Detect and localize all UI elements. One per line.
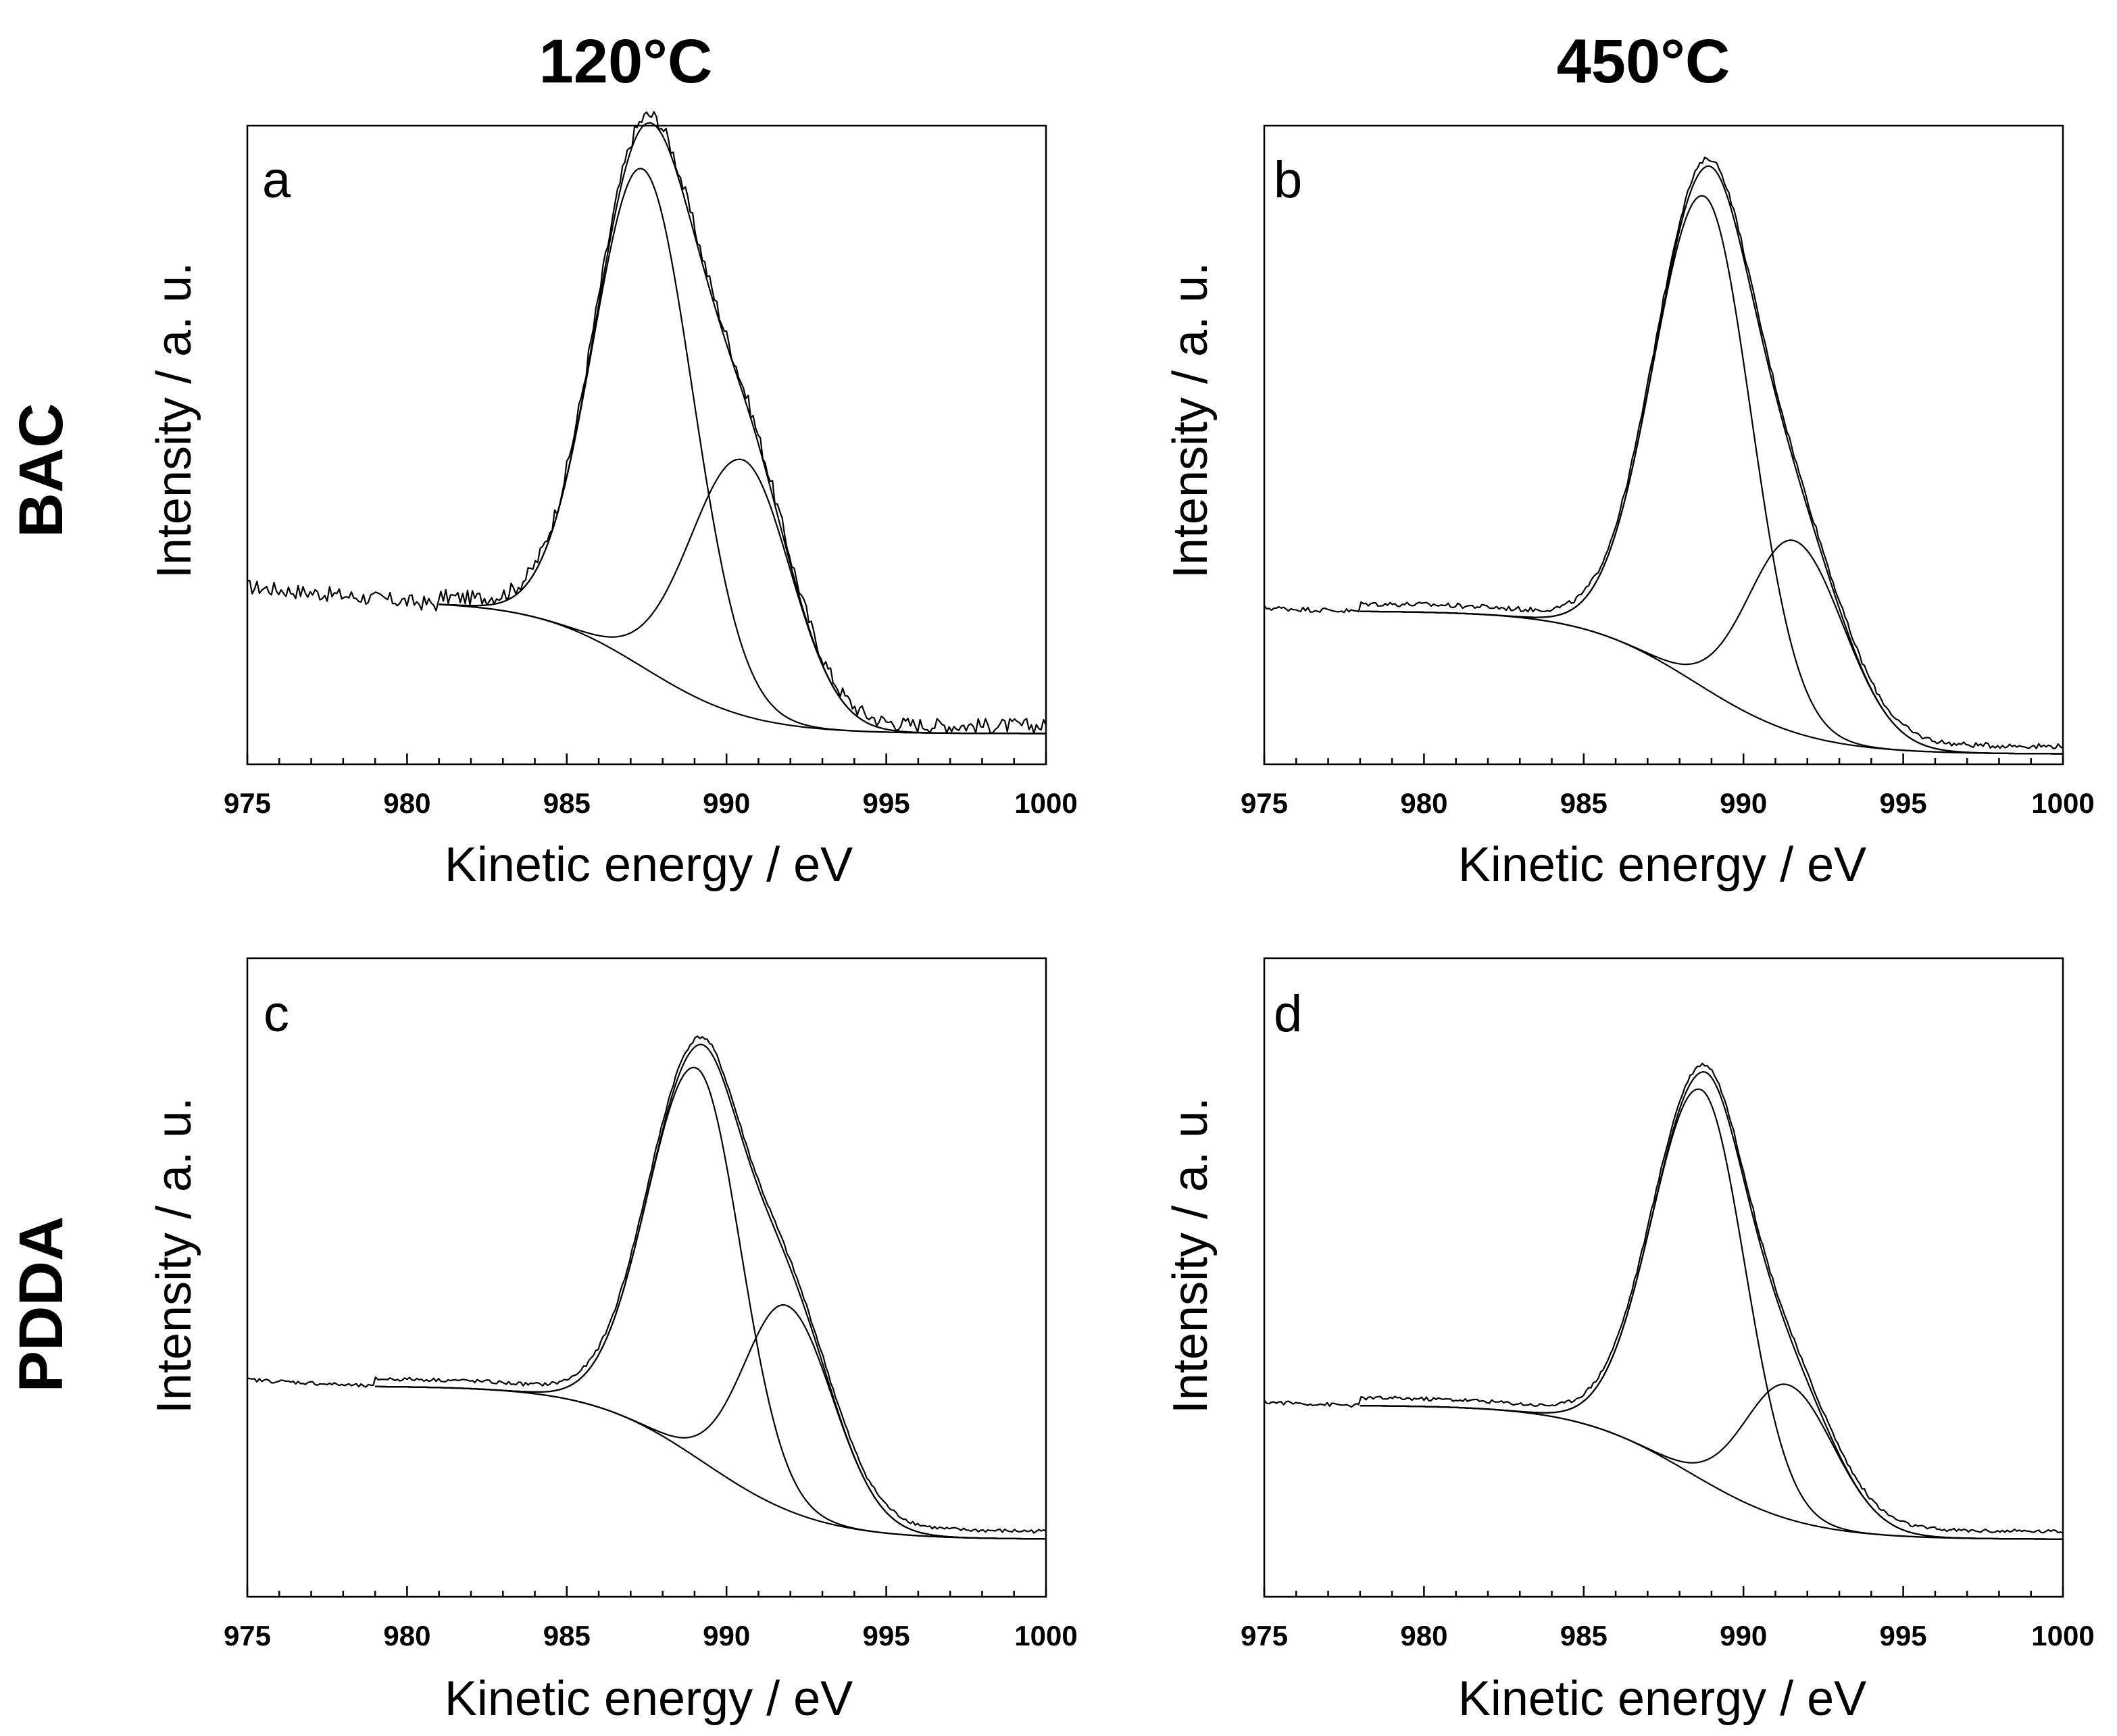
series-fitted-envelope <box>1360 1071 2064 1540</box>
series-experimental-spectrum <box>247 1035 1047 1534</box>
series-fitted-envelope <box>1360 165 2063 755</box>
x-tick-label: 975 <box>224 1620 271 1652</box>
series-component-2 <box>1360 539 2063 755</box>
row-title-bac: BAC <box>7 403 76 537</box>
x-tick-label: 990 <box>1720 1620 1767 1652</box>
x-tick-label: 990 <box>1720 787 1767 819</box>
x-tick-label: 995 <box>863 1620 910 1652</box>
series-component-2 <box>375 1304 1047 1540</box>
y-axis-label: Intensity / a. u. <box>1164 1097 1218 1414</box>
series-component-1 <box>1360 1088 2064 1540</box>
plot-frame <box>246 957 1047 1598</box>
series-component-1 <box>439 168 1046 735</box>
x-tick-label: 985 <box>1560 1620 1608 1652</box>
series-background <box>375 1385 1047 1540</box>
x-tick-label: 980 <box>383 1620 430 1652</box>
series-experimental-spectrum <box>1264 1062 2064 1534</box>
x-axis-label: Kinetic energy / eV <box>1458 1672 1866 1726</box>
x-tick-label: 1000 <box>1014 1620 1077 1652</box>
panel-b: b Intensity / a. u. Kinetic energy / eV … <box>1164 124 2095 892</box>
x-axis-label: Kinetic energy / eV <box>1458 838 1866 892</box>
series-component-1 <box>375 1066 1047 1540</box>
series-component-2 <box>439 458 1046 735</box>
y-axis-label: Intensity / a. u. <box>1164 262 1218 578</box>
series-fitted-envelope <box>375 1043 1047 1540</box>
x-tick-label: 980 <box>383 787 430 819</box>
y-axis-label: Intensity / a. u. <box>147 262 201 578</box>
series-experimental-spectrum <box>1264 156 2064 749</box>
x-axis-label: Kinetic energy / eV <box>445 838 853 892</box>
panel-label: d <box>1274 985 1302 1043</box>
x-tick-label: 975 <box>1241 787 1288 819</box>
x-tick-label: 995 <box>1880 1620 1927 1652</box>
x-tick-label: 985 <box>543 1620 591 1652</box>
x-tick-label: 975 <box>224 787 271 819</box>
x-tick-label: 990 <box>703 787 750 819</box>
series-experimental-spectrum <box>247 111 1047 735</box>
x-axis-label: Kinetic energy / eV <box>445 1672 853 1726</box>
x-tick-label: 985 <box>1560 787 1608 819</box>
series-component-1 <box>1360 195 2063 755</box>
x-tick-label: 975 <box>1241 1620 1288 1652</box>
plot-frame <box>246 124 1047 766</box>
panel-c: c Intensity / a. u. Kinetic energy / eV … <box>147 957 1078 1726</box>
series-background <box>439 603 1046 735</box>
series-background <box>1360 610 2063 755</box>
panel-d: d Intensity / a. u. Kinetic energy / eV … <box>1164 957 2095 1726</box>
column-title-450: 450°C <box>1557 27 1730 96</box>
x-tick-label: 1000 <box>2031 1620 2094 1652</box>
row-title-pdda: PDDA <box>7 1216 76 1393</box>
panel-label: b <box>1274 151 1302 209</box>
plot-frame <box>1263 957 2064 1598</box>
x-tick-label: 995 <box>863 787 910 819</box>
x-tick-label: 990 <box>703 1620 750 1652</box>
x-tick-label: 980 <box>1400 787 1447 819</box>
series-background <box>1360 1405 2064 1540</box>
x-tick-label: 985 <box>543 787 591 819</box>
column-title-120: 120°C <box>539 27 713 96</box>
panel-a: a Intensity / a. u. Kinetic energy / eV … <box>147 111 1078 892</box>
x-tick-label: 995 <box>1880 787 1927 819</box>
panel-label: c <box>264 985 289 1043</box>
plot-frame <box>1263 124 2064 766</box>
x-tick-label: 1000 <box>2031 787 2094 819</box>
series-fitted-envelope <box>439 122 1046 735</box>
x-tick-label: 980 <box>1400 1620 1447 1652</box>
y-axis-label: Intensity / a. u. <box>147 1097 201 1414</box>
x-tick-label: 1000 <box>1014 787 1077 819</box>
panel-label: a <box>262 151 291 209</box>
